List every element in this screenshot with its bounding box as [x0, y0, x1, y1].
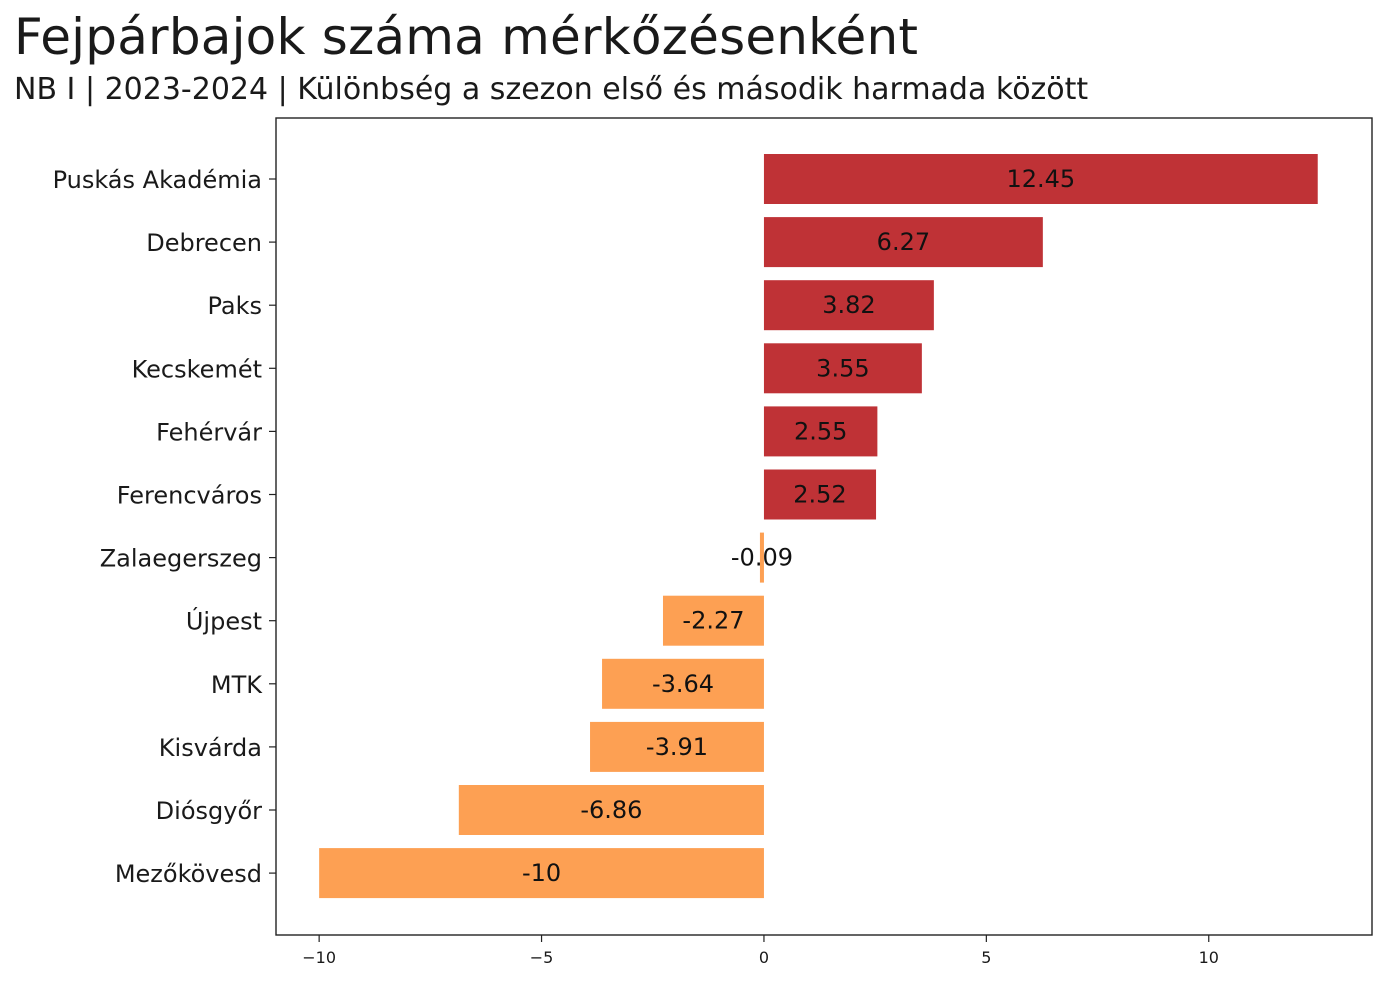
- bar: [763, 217, 1043, 268]
- category-label: Paks: [207, 292, 262, 320]
- category-label: MTK: [211, 671, 263, 699]
- bar: [763, 469, 877, 520]
- bar-value-label: 3.55: [816, 354, 869, 382]
- bar: [662, 595, 764, 646]
- category-label: Kecskemét: [132, 355, 262, 383]
- x-tick-label: 5: [981, 948, 991, 967]
- bar: [458, 785, 764, 835]
- bar-labels-layer: 12.45 6.27 3.82 3.55 2.55 2.52 -0.09 -2.27 -3.64…: [522, 165, 1075, 887]
- bar-value-label: 6.27: [877, 228, 930, 256]
- bar-value-label: -0.09: [731, 544, 793, 572]
- bar: [763, 406, 878, 457]
- plot-frame: [275, 117, 1373, 936]
- bar-value-label: 12.45: [1006, 165, 1075, 193]
- bar-value-label: 2.52: [793, 481, 846, 509]
- bar: [759, 532, 764, 583]
- chart-subtitle: NB I | 2023-2024 | Különbség a szezon el…: [14, 72, 1089, 107]
- x-axis-ticks-layer: −10 −5 0 5 10: [302, 935, 1219, 967]
- bar: [602, 658, 764, 709]
- x-tick-label: 0: [759, 948, 769, 967]
- bar: [763, 343, 922, 394]
- bar-value-label: -3.64: [652, 670, 714, 698]
- category-label: Kisvárda: [159, 734, 262, 762]
- bar-value-label: 2.55: [794, 417, 847, 445]
- bar-value-label: -6.86: [580, 796, 642, 824]
- category-label: Ferencváros: [117, 482, 262, 510]
- bar-value-label: -2.27: [682, 607, 744, 635]
- category-label: Debrecen: [146, 229, 262, 257]
- category-label: Mezőkövesd: [115, 860, 262, 888]
- x-tick-label: 10: [1199, 948, 1219, 967]
- x-tick-label: −10: [302, 948, 336, 967]
- bar: [590, 721, 764, 772]
- bar-value-label: -10: [522, 859, 561, 887]
- chart-title: Fejpárbajok száma mérkőzésenként: [14, 8, 919, 66]
- category-label: Diósgyőr: [156, 797, 262, 825]
- bar-value-label: 3.82: [822, 291, 875, 319]
- category-label: Fehérvár: [156, 418, 262, 446]
- bar: [763, 280, 934, 331]
- bar: [319, 848, 764, 899]
- category-label: Zalaegerszeg: [100, 545, 262, 573]
- category-labels-layer: Puskás Akadémia Debrecen Paks Kecskemét Fehé…: [53, 166, 276, 888]
- bar-value-label: -3.91: [646, 733, 708, 761]
- bars-layer: [319, 154, 1318, 899]
- category-label: Újpest: [186, 606, 262, 636]
- category-label: Puskás Akadémia: [53, 166, 262, 194]
- bar: [763, 154, 1318, 204]
- x-tick-label: −5: [530, 948, 554, 967]
